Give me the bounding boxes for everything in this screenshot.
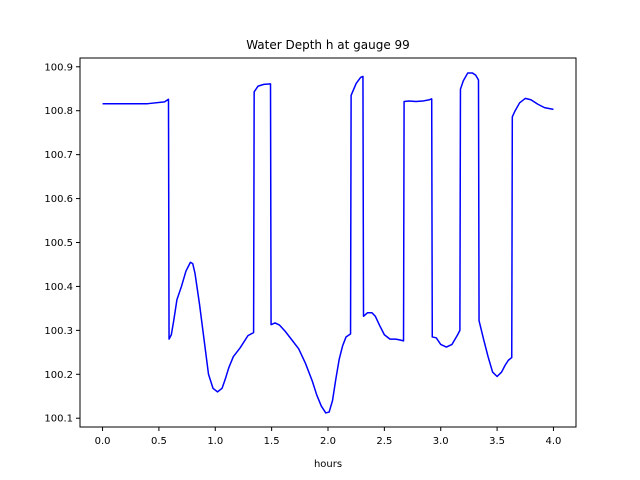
x-axis: 0.0 0.5 1.0 1.5 2.0 2.5 3.0 3.5 4.0: [95, 427, 562, 447]
y-tick-label: 100.8: [44, 106, 73, 117]
series-line-0: [102, 72, 554, 414]
x-tick-label: 3.0: [433, 436, 449, 447]
x-tick-label: 1.5: [264, 436, 280, 447]
x-tick-label: 3.5: [489, 436, 505, 447]
y-tick-label: 100.7: [44, 150, 73, 161]
y-tick-label: 100.4: [44, 282, 73, 293]
x-tick-label: 2.0: [320, 436, 336, 447]
y-axis: 100.1 100.2 100.3 100.4 100.5 100.6 100.7 100.8…: [44, 62, 80, 425]
chart-title: Water Depth h at gauge 99: [246, 38, 410, 52]
y-tick-label: 100.6: [44, 194, 73, 205]
x-tick-label: 0.5: [151, 436, 167, 447]
y-tick-label: 100.5: [44, 238, 73, 249]
y-tick-label: 100.3: [44, 326, 73, 337]
plot-lines: [102, 72, 554, 414]
x-axis-label: hours: [314, 459, 342, 470]
x-tick-label: 0.0: [95, 436, 111, 447]
y-tick-label: 100.1: [44, 414, 73, 425]
x-tick-label: 2.5: [376, 436, 392, 447]
y-tick-label: 100.9: [44, 62, 73, 73]
x-tick-label: 4.0: [546, 436, 562, 447]
y-tick-label: 100.2: [44, 370, 73, 381]
x-tick-label: 1.0: [207, 436, 223, 447]
